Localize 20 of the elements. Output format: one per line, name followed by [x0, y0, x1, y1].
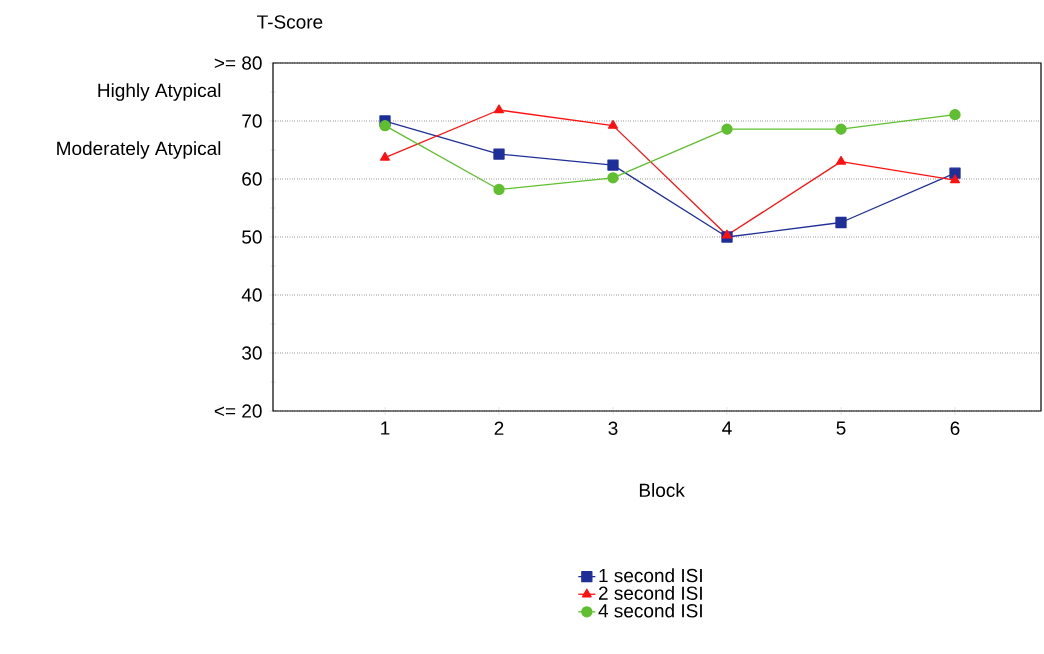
x-tick-label: 5	[836, 421, 846, 435]
y-tick-label: 60	[242, 172, 262, 186]
y-axis-title: T-Score	[257, 15, 323, 29]
y-tick-label: 30	[242, 346, 262, 360]
legend-label: 1 second ISI	[599, 568, 702, 583]
x-tick-label: 4	[722, 421, 732, 435]
y-tick-label: >= 80	[214, 56, 262, 70]
y-tick-label: 50	[242, 230, 262, 244]
text: Moderately Atypical	[57, 141, 221, 159]
x-tick-label: 1	[381, 421, 390, 435]
y-tick-label: 40	[241, 288, 262, 302]
legend-label: 2 second ISI	[598, 585, 702, 600]
x-tick-label: 6	[950, 421, 960, 435]
x-tick-label: 3	[608, 421, 618, 435]
x-axis-title: Block	[639, 483, 685, 497]
x-tick-label: 2	[494, 421, 504, 435]
y-tick-label: <= 20	[214, 404, 262, 418]
legend-label: 4 second ISI	[598, 603, 702, 618]
text: Highly Atypical	[98, 83, 221, 101]
y-tick-label: 70	[242, 114, 262, 128]
